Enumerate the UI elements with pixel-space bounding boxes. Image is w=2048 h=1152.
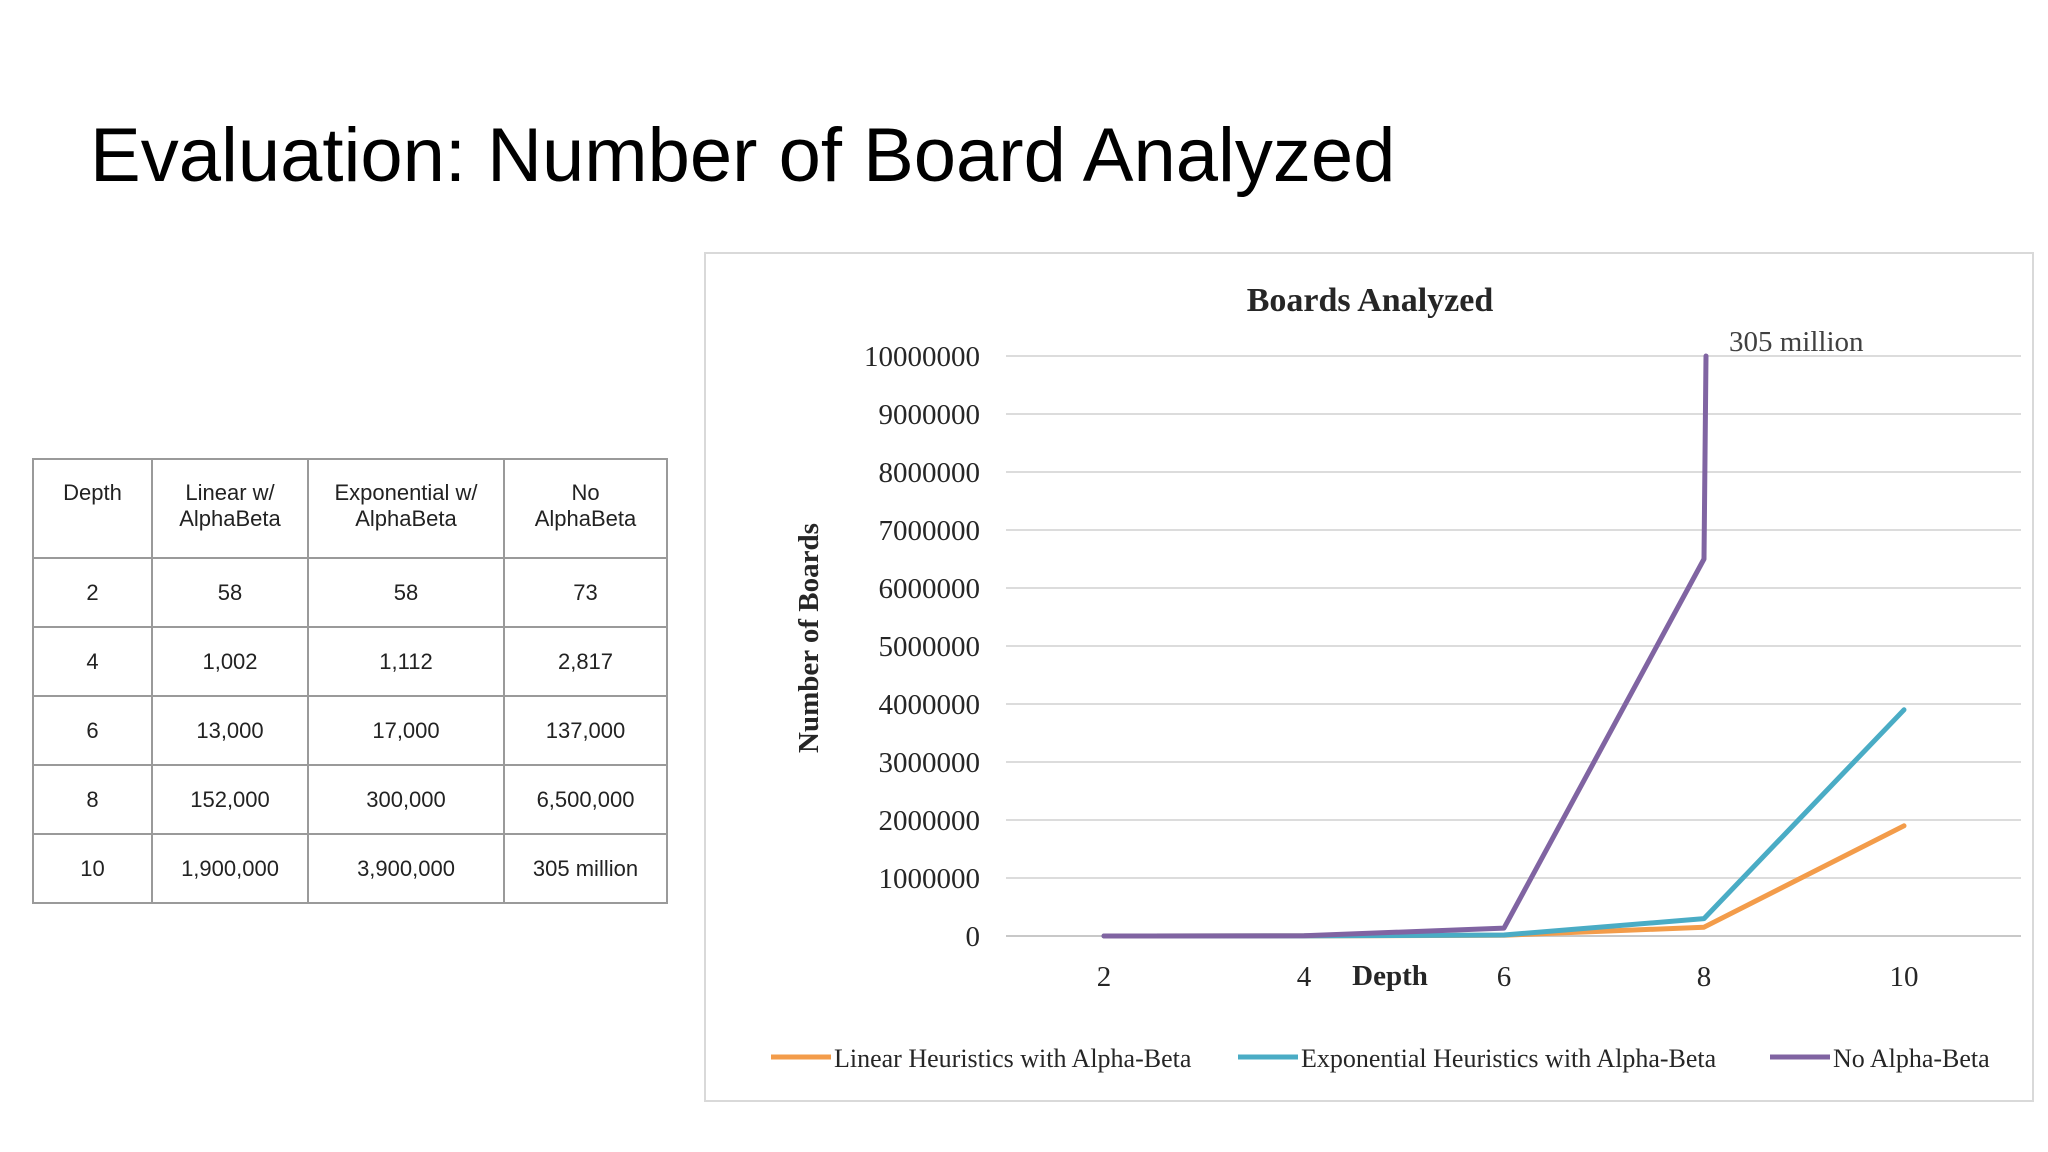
table-row: 8 152,000 300,000 6,500,000	[32, 764, 668, 835]
table-cell: 3,900,000	[307, 833, 505, 904]
header-label: Depth	[63, 480, 122, 505]
y-axis-label: Number of Boards	[793, 523, 825, 753]
line-chart: 0 1000000 2000000 3000000 4000000 5000000 6000…	[771, 282, 2021, 1073]
results-table: Depth Linear w/ AlphaBeta Exponential w/…	[32, 458, 668, 904]
y-tick-label: 10000000	[864, 341, 980, 373]
table-cell: 2,817	[503, 626, 668, 697]
y-tick-label: 0	[966, 921, 981, 953]
table-row: 10 1,900,000 3,900,000 305 million	[32, 833, 668, 904]
y-tick-label: 3000000	[879, 747, 981, 779]
x-tick-label: 2	[1097, 961, 1112, 993]
header-label: Exponential w/	[334, 480, 478, 505]
table-cell: 17,000	[307, 695, 505, 766]
table-cell: 305 million	[503, 833, 668, 904]
gridlines	[1006, 355, 2021, 937]
chart-title: Boards Analyzed	[1247, 282, 1494, 319]
series-line-2	[1101, 707, 1907, 939]
header-label: Linear w/	[185, 480, 275, 505]
header-exponential: Exponential w/ AlphaBeta	[307, 458, 505, 559]
table-cell: 1,900,000	[151, 833, 309, 904]
table-cell: 137,000	[503, 695, 668, 766]
x-tick-label: 8	[1697, 961, 1712, 993]
y-tick-label: 9000000	[879, 399, 981, 431]
y-tick-label: 7000000	[879, 515, 981, 547]
annotation-305-million: 305 million	[1729, 326, 1864, 358]
x-tick-label: 10	[1890, 961, 1919, 993]
y-tick-label: 8000000	[879, 457, 981, 489]
y-tick-label: 5000000	[879, 631, 981, 663]
table-cell: 13,000	[151, 695, 309, 766]
table-row: 2 58 58 73	[32, 557, 668, 628]
table-cell: 1,002	[151, 626, 309, 697]
table-cell: 10	[32, 833, 153, 904]
table-cell: 2	[32, 557, 153, 628]
x-tick-label: 6	[1497, 961, 1512, 993]
slide-title: Evaluation: Number of Board Analyzed	[90, 113, 1396, 198]
table-cell: 8	[32, 764, 153, 835]
y-tick-label: 4000000	[879, 689, 981, 721]
x-axis-label: Depth	[1352, 960, 1428, 992]
y-tick-label: 6000000	[879, 573, 981, 605]
legend-label: Linear Heuristics with Alpha-Beta	[834, 1044, 1192, 1073]
table-row: 6 13,000 17,000 137,000	[32, 695, 668, 766]
table-cell: 1,112	[307, 626, 505, 697]
table-cell: 73	[503, 557, 668, 628]
header-label: AlphaBeta	[355, 506, 457, 532]
table-row: 4 1,002 1,112 2,817	[32, 626, 668, 697]
legend: Linear Heuristics with Alpha-Beta Exponen…	[771, 1044, 1990, 1073]
legend-label: Exponential Heuristics with Alpha-Beta	[1301, 1044, 1717, 1073]
y-tick-label: 2000000	[879, 805, 981, 837]
header-label: AlphaBeta	[534, 506, 637, 532]
y-tick-label: 1000000	[879, 863, 981, 895]
table-cell: 300,000	[307, 764, 505, 835]
series-line-3	[1101, 353, 1709, 939]
x-axis-ticks: 2 4 6 8 10	[1097, 961, 1919, 993]
header-no-alphabeta: No AlphaBeta	[503, 458, 668, 559]
table-cell: 6,500,000	[503, 764, 668, 835]
header-depth: Depth	[32, 458, 153, 559]
table-cell: 58	[307, 557, 505, 628]
table-cell: 6	[32, 695, 153, 766]
series-line-1	[1101, 823, 1907, 939]
header-label: AlphaBeta	[179, 506, 281, 532]
header-label: No	[571, 480, 600, 505]
chart-frame: 0 1000000 2000000 3000000 4000000 5000000 6000…	[704, 252, 2034, 1102]
y-axis-ticks: 0 1000000 2000000 3000000 4000000 5000000 6000…	[864, 341, 980, 953]
table-cell: 58	[151, 557, 309, 628]
table-cell: 4	[32, 626, 153, 697]
series-lines	[1101, 353, 1907, 939]
table-cell: 152,000	[151, 764, 309, 835]
x-tick-label: 4	[1297, 961, 1312, 993]
table-header-row: Depth Linear w/ AlphaBeta Exponential w/…	[32, 458, 668, 559]
legend-label: No Alpha-Beta	[1833, 1044, 1990, 1073]
header-linear: Linear w/ AlphaBeta	[151, 458, 309, 559]
